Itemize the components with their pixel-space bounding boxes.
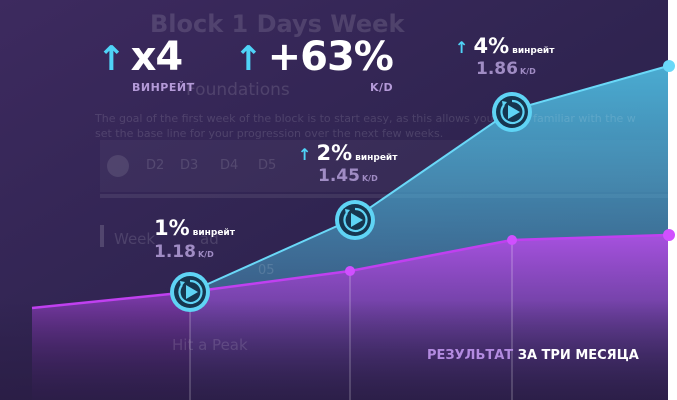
replay-play-icon[interactable] bbox=[490, 90, 534, 134]
up-arrow-icon: ↑ bbox=[234, 39, 263, 79]
winrate-headline: ↑ x4 bbox=[97, 34, 184, 80]
bg-paragraph-1: The goal of the first week of the block … bbox=[95, 112, 636, 125]
kd-increase: +63% bbox=[267, 34, 394, 80]
bg-subtitle: Foundations bbox=[186, 80, 290, 100]
milestone-pct: 2% bbox=[316, 141, 353, 165]
milestone-pct-label: винрейт bbox=[192, 228, 235, 238]
bg-paragraph-2: set the base line for your progression o… bbox=[95, 127, 444, 140]
bg-day-tab: D5 bbox=[258, 158, 277, 173]
milestone-kd: 1.45 bbox=[318, 166, 360, 186]
caption-result: РЕЗУЛЬТАТ bbox=[427, 348, 514, 363]
winrate-label: ВИНРЕЙТ bbox=[132, 81, 195, 94]
kd-label: K/D bbox=[370, 81, 394, 94]
replay-play-icon[interactable] bbox=[168, 270, 212, 314]
milestone-3-winrate: ↑ 4% винрейт bbox=[455, 34, 554, 58]
bg-day-tab: D4 bbox=[220, 158, 239, 173]
milestone-kd-label: K/D bbox=[197, 250, 214, 259]
bg-section-small: 05 bbox=[258, 263, 275, 278]
milestone-1-winrate: 1% винрейт bbox=[154, 216, 235, 240]
bg-section-label: ad bbox=[200, 230, 219, 248]
milestone-kd-label: K/D bbox=[361, 174, 378, 183]
bg-title: Block 1 Days Week bbox=[150, 10, 405, 38]
up-arrow-icon: ↑ bbox=[97, 39, 126, 79]
milestone-kd-label: K/D bbox=[519, 67, 536, 76]
winrate-multiplier: x4 bbox=[130, 34, 184, 80]
milestone-pct: 4% bbox=[473, 34, 510, 58]
up-arrow-icon: ↑ bbox=[298, 145, 312, 164]
milestone-2-kd: 1.45 K/D bbox=[318, 166, 378, 186]
result-caption: РЕЗУЛЬТАТ ЗА ТРИ МЕСЯЦА bbox=[427, 348, 639, 363]
milestone-pct-label: винрейт bbox=[512, 46, 555, 56]
caption-period: ЗА ТРИ МЕСЯЦА bbox=[517, 348, 639, 363]
kd-headline: ↑ +63% bbox=[234, 34, 394, 80]
milestone-kd: 1.18 bbox=[154, 242, 196, 262]
bg-day-tab: D3 bbox=[180, 158, 199, 173]
milestone-2-winrate: ↑ 2% винрейт bbox=[298, 141, 397, 165]
bg-section-title: Week bbox=[114, 230, 156, 248]
milestone-1-kd: 1.18 K/D bbox=[154, 242, 214, 262]
bg-day-tab: D2 bbox=[146, 158, 165, 173]
replay-play-icon[interactable] bbox=[333, 198, 377, 242]
milestone-kd: 1.86 bbox=[476, 59, 518, 79]
milestone-pct-label: винрейт bbox=[355, 153, 398, 163]
milestone-pct: 1% bbox=[154, 216, 190, 240]
up-arrow-icon: ↑ bbox=[455, 38, 469, 57]
milestone-3-kd: 1.86 K/D bbox=[476, 59, 536, 79]
bg-footer: Hit a Peak bbox=[172, 336, 248, 354]
